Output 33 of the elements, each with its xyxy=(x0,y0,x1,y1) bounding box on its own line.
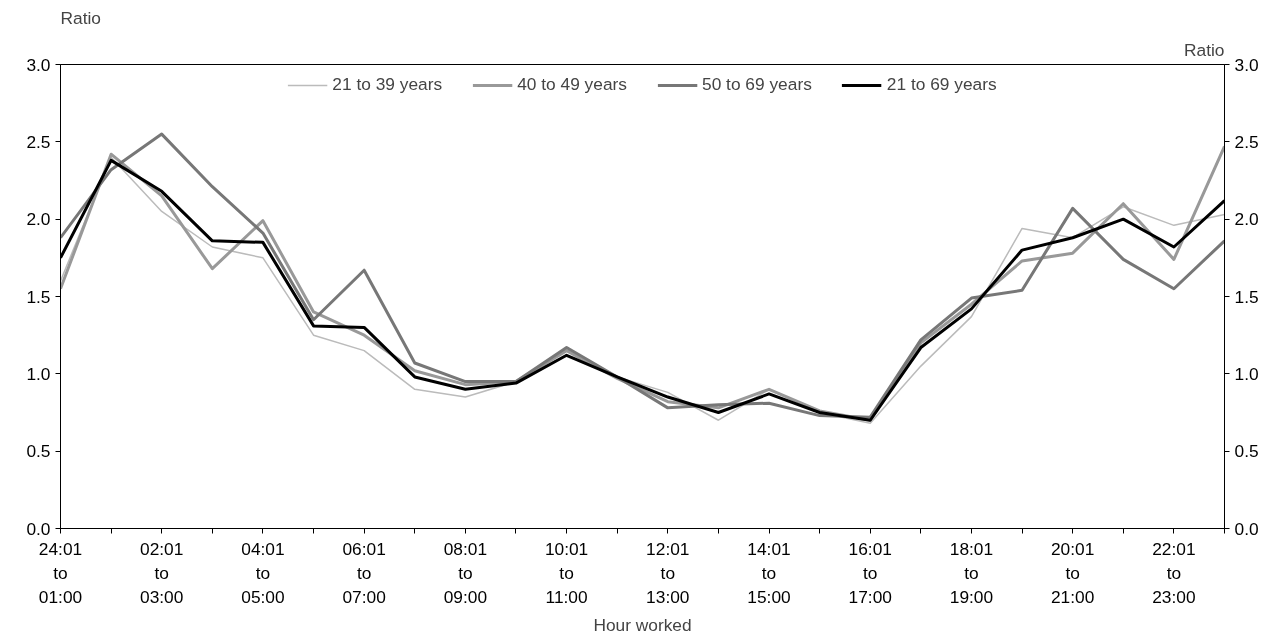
x-tick-label: 14:01 to 15:00 xyxy=(747,538,791,607)
y2-tick-label: 1.0 xyxy=(1234,363,1259,384)
legend-label: 21 to 39 years xyxy=(332,74,443,95)
x-tick-label: 24:01 to 01:00 xyxy=(38,538,83,607)
x-tick-label: 08:01 to 09:00 xyxy=(443,538,488,607)
y-tick-label: 3.0 xyxy=(26,54,51,75)
y-tick-label: 1.0 xyxy=(26,363,51,384)
x-tick-label: 16:01 to 17:00 xyxy=(848,538,892,607)
x-tick-label: 22:01 to 23:00 xyxy=(1152,538,1196,607)
y2-tick-label: 2.0 xyxy=(1234,209,1259,230)
x-tick-label: 12:01 to 13:00 xyxy=(646,538,690,607)
x-axis-title: Hour worked xyxy=(593,614,692,635)
y-tick-label: 2.0 xyxy=(26,209,51,230)
y-tick-label: 0.5 xyxy=(26,441,51,462)
legend-label: 40 to 49 years xyxy=(517,74,627,95)
legend-label: 21 to 69 years xyxy=(886,74,997,95)
x-tick-label: 02:01 to 03:00 xyxy=(140,538,184,607)
x-tick-label: 04:01 to 05:00 xyxy=(241,538,285,607)
legend-label: 50 to 69 years xyxy=(702,74,812,95)
y2-tick-label: 1.5 xyxy=(1234,286,1259,307)
y2-tick-label: 0.0 xyxy=(1234,518,1259,539)
x-tick-label: 06:01 to 07:00 xyxy=(342,538,386,607)
x-tick-label: 18:01 to 19:00 xyxy=(949,538,994,607)
y2-tick-label: 3.0 xyxy=(1234,54,1259,75)
y2-tick-label: 2.5 xyxy=(1234,131,1259,152)
y-tick-label: 0.0 xyxy=(26,518,51,539)
x-tick-label: 10:01 to 11:00 xyxy=(544,538,589,607)
y-axis-title: Ratio xyxy=(60,7,101,28)
y-tick-label: 2.5 xyxy=(26,131,51,152)
y-tick-label: 1.5 xyxy=(26,286,51,307)
y2-tick-label: 0.5 xyxy=(1234,441,1259,462)
y2-axis-title: Ratio xyxy=(1184,39,1225,60)
x-tick-label: 20:01 to 21:00 xyxy=(1050,538,1095,607)
